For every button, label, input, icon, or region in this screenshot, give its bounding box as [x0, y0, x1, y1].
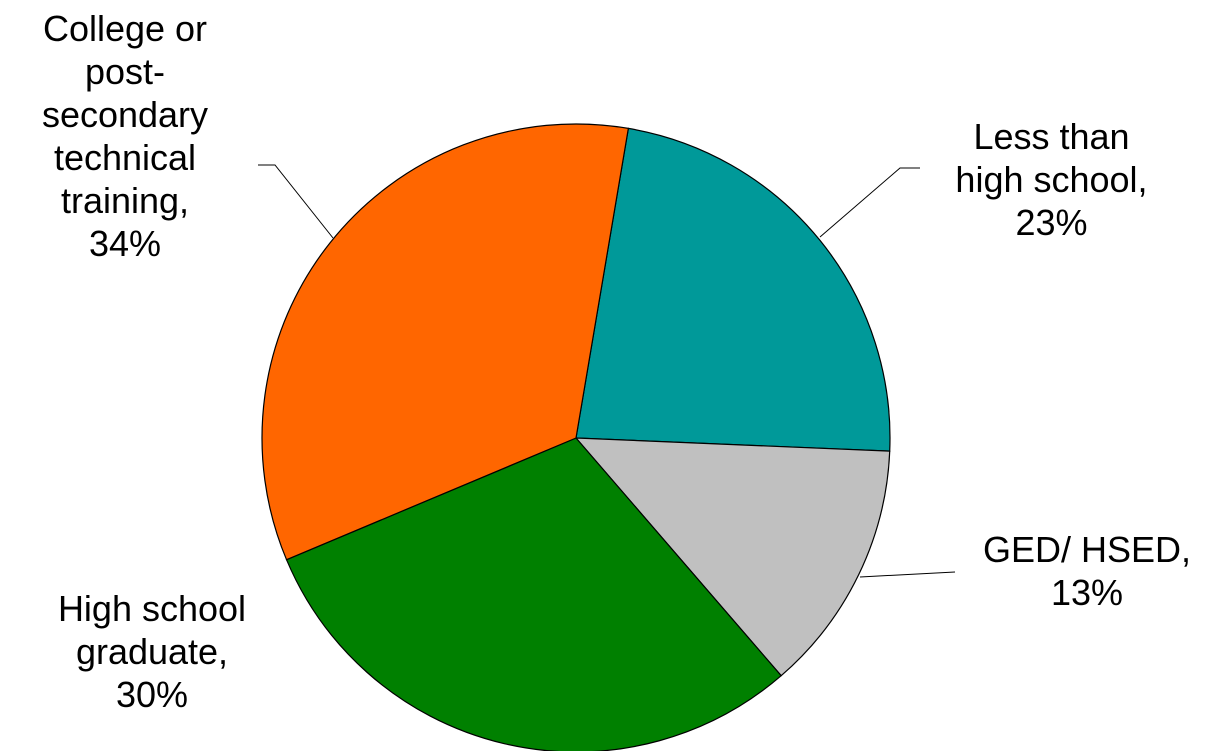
data-label: College or post-secondary technical trai… — [41, 8, 209, 264]
data-label: High school graduate, 30% — [57, 588, 247, 715]
data-label: GED/ HSED, 13% — [982, 529, 1192, 613]
leader-line — [819, 167, 920, 238]
pie-slice — [261, 123, 630, 561]
leader-line — [859, 571, 956, 578]
pie-slice — [285, 437, 783, 751]
data-label: Less than high school, 23% — [955, 116, 1148, 243]
pie-slice — [575, 127, 891, 452]
pie-slice — [574, 437, 891, 677]
leader-line — [258, 164, 334, 239]
